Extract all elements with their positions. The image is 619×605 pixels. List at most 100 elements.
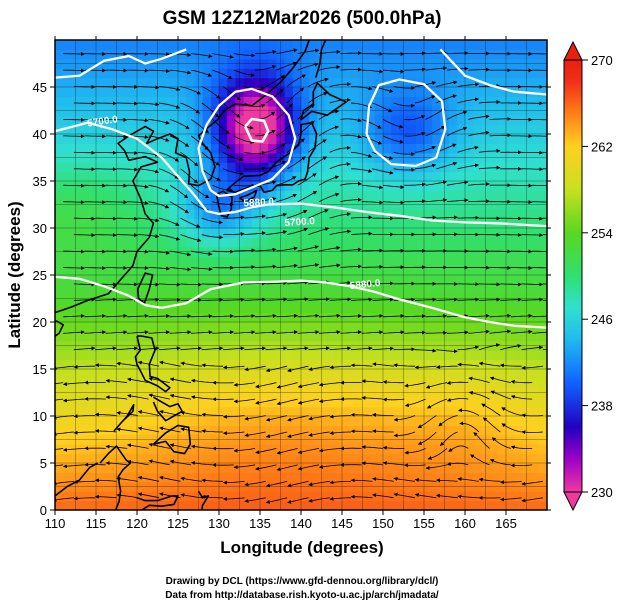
field-cell xyxy=(251,453,261,464)
field-cell xyxy=(71,152,81,163)
field-cell xyxy=(342,322,351,332)
field-cell xyxy=(87,481,97,492)
field-cell xyxy=(194,350,204,361)
streamline xyxy=(436,493,458,499)
field-cell xyxy=(227,77,236,88)
streamline xyxy=(159,102,181,109)
field-cell xyxy=(522,134,532,144)
field-cell xyxy=(366,58,376,69)
streamline xyxy=(436,478,458,483)
field-cell xyxy=(489,237,499,248)
field-cell xyxy=(415,444,425,455)
streamline xyxy=(286,138,305,153)
field-cell xyxy=(366,444,376,455)
field-cell xyxy=(481,397,491,408)
field-cell xyxy=(186,303,195,314)
field-cell xyxy=(219,152,228,163)
streamline xyxy=(457,362,479,367)
field-cell xyxy=(530,340,540,351)
streamline xyxy=(180,410,202,416)
field-cell xyxy=(71,275,81,285)
field-cell xyxy=(104,96,113,107)
field-cell xyxy=(178,228,187,238)
field-cell xyxy=(391,500,400,510)
field-cell xyxy=(432,284,441,295)
field-cell xyxy=(448,359,458,370)
field-cell xyxy=(243,162,253,173)
field-cell xyxy=(120,152,130,163)
field-cell xyxy=(63,246,72,257)
field-cell xyxy=(202,463,212,473)
field-cell xyxy=(112,265,122,276)
field-cell xyxy=(448,275,458,285)
field-cell xyxy=(473,162,482,173)
field-cell xyxy=(473,387,482,398)
streamline xyxy=(148,201,170,209)
field-cell xyxy=(333,416,343,426)
streamline xyxy=(382,330,405,335)
field-cell xyxy=(489,369,499,379)
field-cell xyxy=(342,387,351,398)
field-cell xyxy=(301,181,310,191)
field-cell xyxy=(391,162,400,173)
field-cell xyxy=(497,49,507,60)
field-cell xyxy=(202,397,212,408)
field-cell xyxy=(424,115,433,126)
field-cell xyxy=(415,472,425,483)
field-cell xyxy=(383,171,392,182)
field-cell xyxy=(506,387,515,398)
field-cell xyxy=(358,434,368,445)
streamline xyxy=(297,313,320,318)
field-cell xyxy=(112,96,122,107)
field-cell xyxy=(153,359,163,370)
field-cell xyxy=(342,481,351,492)
streamline xyxy=(169,267,192,272)
field-cell xyxy=(366,397,376,408)
field-cell xyxy=(407,416,417,426)
field-cell xyxy=(63,463,72,473)
field-cell xyxy=(145,340,154,351)
field-cell xyxy=(530,246,540,257)
field-cell xyxy=(399,209,409,220)
field-cell xyxy=(366,359,376,370)
field-cell xyxy=(424,237,433,248)
streamline xyxy=(223,215,245,220)
streamline xyxy=(372,429,394,434)
field-cell xyxy=(104,275,113,285)
field-cell xyxy=(465,115,474,126)
field-cell xyxy=(112,369,122,379)
field-cell xyxy=(391,275,400,285)
field-cell xyxy=(374,312,384,323)
streamline xyxy=(148,459,170,466)
field-cell xyxy=(55,369,64,379)
field-cell xyxy=(71,134,81,144)
streamline xyxy=(329,229,352,235)
field-cell xyxy=(440,453,450,464)
field-cell xyxy=(317,387,327,398)
field-cell xyxy=(407,331,417,342)
field-cell xyxy=(415,265,425,276)
field-cell xyxy=(137,453,146,464)
coast-borneo-west xyxy=(55,462,98,497)
field-cell xyxy=(538,68,547,79)
field-cell xyxy=(424,322,433,332)
field-cell xyxy=(424,256,433,267)
field-cell xyxy=(243,58,253,69)
field-cell xyxy=(55,115,64,126)
field-cell xyxy=(112,340,122,351)
field-cell xyxy=(104,171,113,182)
streamline xyxy=(265,346,288,351)
streamline xyxy=(542,151,547,153)
contour-label: 5700.0 xyxy=(87,114,119,129)
field-cell xyxy=(448,416,458,426)
field-cell xyxy=(497,434,507,445)
field-cell xyxy=(251,369,261,379)
field-cell xyxy=(383,481,392,492)
field-cell xyxy=(301,237,310,248)
field-cell xyxy=(79,152,89,163)
streamline xyxy=(510,445,533,450)
field-cell xyxy=(497,406,507,417)
streamline xyxy=(55,398,64,401)
field-cell xyxy=(210,434,220,445)
